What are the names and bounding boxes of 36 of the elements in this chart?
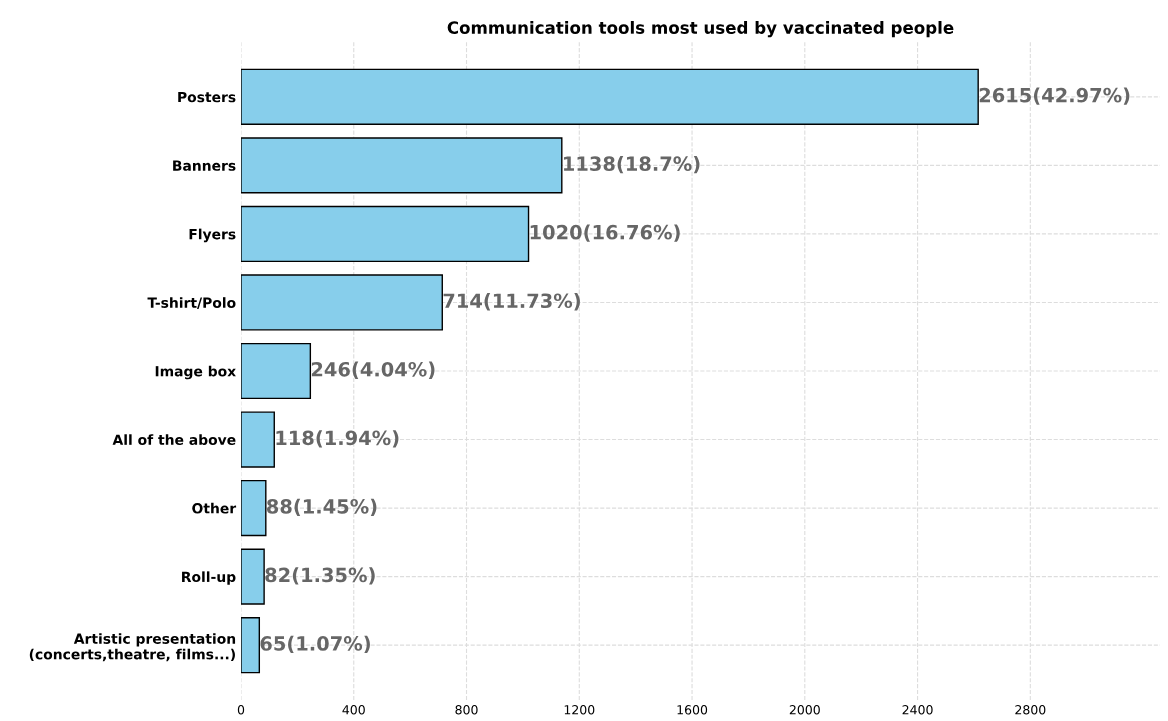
x-tick-label: 2800 [1015, 705, 1046, 715]
data-label: 2615(42.97%) [979, 87, 1130, 105]
bar [241, 617, 261, 674]
y-tick-label: T-shirt/Polo [147, 297, 236, 310]
chart-title: Communication tools most used by vaccinated people [447, 21, 954, 38]
data-label: 118(1.94%) [276, 430, 399, 448]
bar [241, 137, 563, 194]
x-tick-label: 1200 [564, 705, 595, 715]
x-tick-label: 0 [237, 705, 245, 715]
x-tick-label: 2000 [789, 705, 820, 715]
data-label: 1020(16.76%) [530, 224, 680, 242]
y-tick-label: Posters [178, 91, 236, 103]
y-tick-label: Flyers [189, 228, 236, 243]
bar [241, 274, 443, 331]
bar [241, 411, 275, 468]
data-label: 1138(18.7%) [564, 155, 700, 174]
bar [241, 342, 312, 400]
data-label: 88(1.45%) [267, 498, 377, 517]
y-tick-label: Image box [155, 365, 236, 380]
bar [241, 68, 979, 125]
data-label: 82(1.35%) [265, 567, 375, 585]
y-tick-label: Roll-up [182, 571, 236, 585]
bar [241, 205, 530, 263]
y-tick-label: Banners [173, 160, 236, 171]
data-label: 65(1.07%) [260, 635, 370, 654]
x-tick-label: 400 [342, 705, 365, 715]
x-tick-label: 2400 [902, 705, 933, 715]
x-tick-label: 1600 [677, 705, 708, 715]
bar [241, 548, 265, 605]
bar [241, 479, 267, 537]
data-label: 714(11.73%) [443, 293, 580, 311]
y-tick-label: All of the above [112, 434, 236, 446]
y-tick-label: Artistic presentation (concerts,theatre, films...) [29, 633, 236, 662]
data-label: 246(4.04%) [311, 361, 435, 379]
x-tick-label: 800 [455, 705, 478, 715]
y-tick-label: Other [192, 502, 237, 514]
